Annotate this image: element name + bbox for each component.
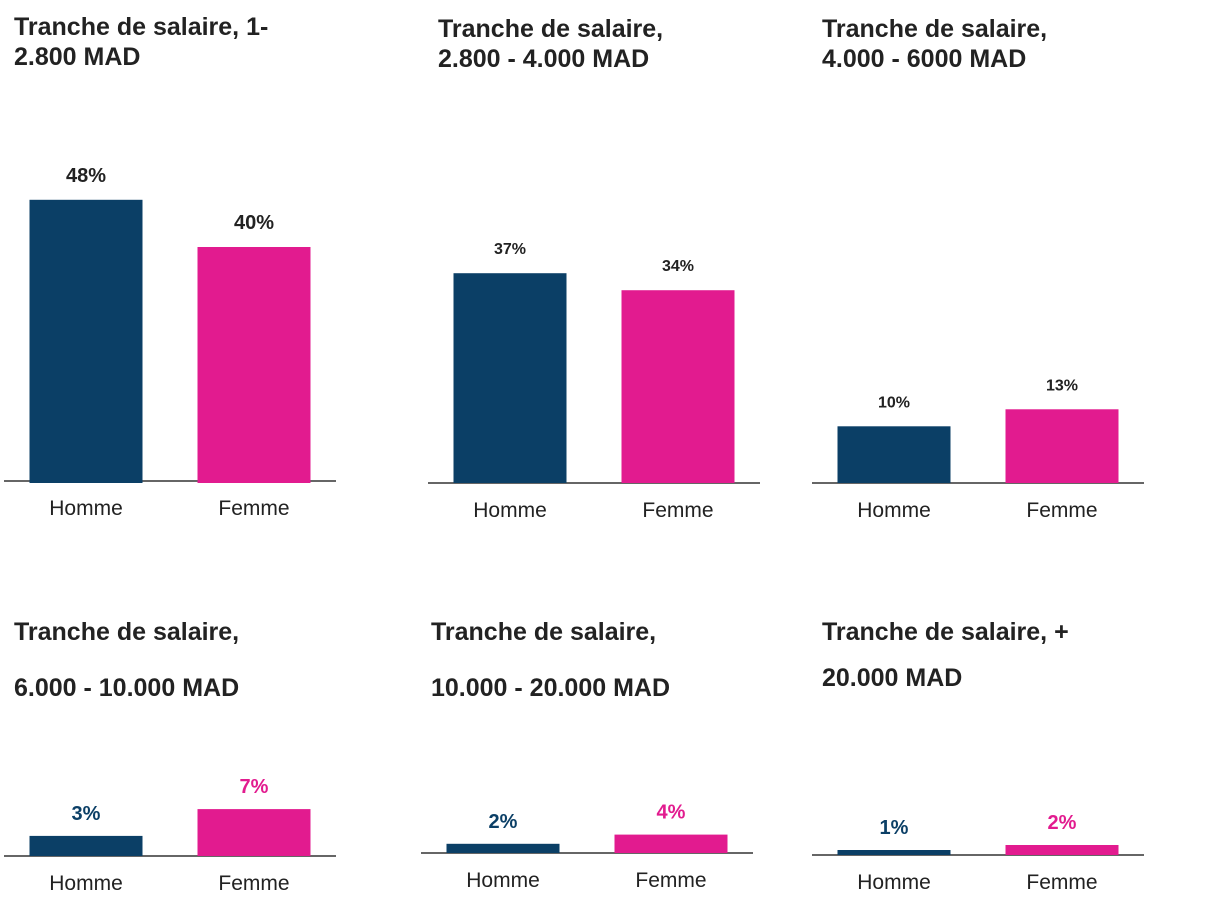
category-label: Femme: [1026, 499, 1097, 522]
chart-title-line: Tranche de salaire,: [822, 15, 1048, 43]
bar-femme: [614, 834, 728, 853]
category-label: Homme: [857, 871, 931, 894]
data-label: 1%: [880, 817, 909, 839]
data-label: 7%: [240, 776, 269, 798]
data-label: 4%: [657, 802, 686, 824]
category-label: Homme: [857, 499, 931, 522]
data-label: 13%: [1046, 377, 1078, 394]
category-label: Homme: [49, 872, 123, 895]
category-label: Femme: [642, 499, 713, 522]
data-label: 37%: [494, 241, 526, 258]
category-label: Femme: [635, 869, 706, 892]
chart-title-line: 10.000 - 20.000 MAD: [431, 674, 671, 702]
data-label: 48%: [66, 165, 106, 187]
chart-title: Tranche de salaire, 10.000 - 20.000 MAD: [431, 617, 771, 729]
category-label: Femme: [1026, 871, 1097, 894]
bar-homme: [29, 199, 143, 484]
category-label: Femme: [218, 872, 289, 895]
bar-femme: [197, 247, 311, 483]
data-label: 3%: [72, 803, 101, 825]
bar-homme: [837, 426, 951, 483]
bar-femme: [621, 290, 735, 483]
category-label: Femme: [218, 497, 289, 520]
chart-title-line: Tranche de salaire,: [431, 618, 657, 646]
chart-title-line: Tranche de salaire,: [438, 15, 664, 43]
data-label: 40%: [234, 212, 274, 234]
category-label: Homme: [473, 499, 547, 522]
chart-title: Tranche de salaire, + 20.000 MAD: [822, 617, 1162, 709]
data-label: 34%: [662, 258, 694, 275]
chart-title-line: 20.000 MAD: [822, 664, 963, 692]
chart-title: Tranche de salaire, 4.000 - 6000 MAD: [822, 14, 1162, 74]
data-label: 10%: [878, 394, 910, 411]
bar-femme: [197, 809, 311, 856]
chart-title-line: 2.800 MAD: [14, 43, 141, 71]
bar-femme: [1005, 845, 1119, 855]
category-label: Homme: [466, 869, 540, 892]
chart-title: Tranche de salaire, 1- 2.800 MAD: [14, 12, 354, 72]
chart-title-line: 2.800 - 4.000 MAD: [438, 45, 650, 73]
bar-femme: [1005, 409, 1119, 483]
chart-title-line: Tranche de salaire, 1-: [14, 13, 269, 41]
chart-title-line: 4.000 - 6000 MAD: [822, 45, 1027, 73]
chart-title: Tranche de salaire, 2.800 - 4.000 MAD: [438, 14, 778, 74]
chart-title-line: Tranche de salaire,: [14, 618, 240, 646]
chart-title: Tranche de salaire, 6.000 - 10.000 MAD: [14, 617, 354, 729]
bar-homme: [453, 273, 567, 483]
data-label: 2%: [489, 811, 518, 833]
chart-title-line: Tranche de salaire, +: [822, 618, 1069, 646]
data-label: 2%: [1048, 812, 1077, 834]
bar-homme: [29, 835, 143, 856]
chart-title-line: 6.000 - 10.000 MAD: [14, 674, 240, 702]
bar-homme: [837, 850, 951, 855]
bar-homme: [446, 843, 560, 853]
category-label: Homme: [49, 497, 123, 520]
